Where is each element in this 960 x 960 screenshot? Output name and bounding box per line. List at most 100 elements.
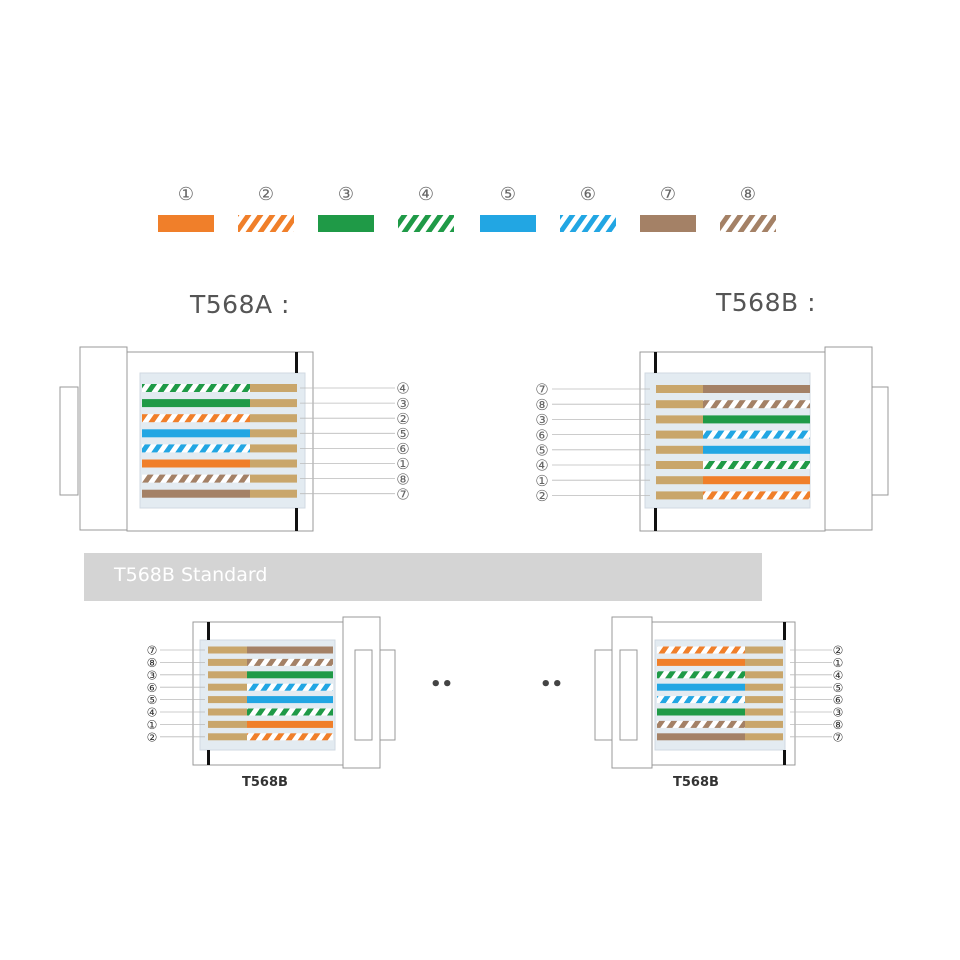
- top-b-inner-panel: [644, 372, 811, 509]
- bottom-right-contact: [745, 646, 783, 654]
- legend-swatch-5: [480, 215, 536, 232]
- legend-swatch-8: [720, 215, 776, 232]
- bottom-left-pin-label: ④: [147, 706, 158, 720]
- bottom-left-wire-8: [247, 658, 333, 666]
- bottom-right-contact: [745, 671, 783, 679]
- top-b-pin-label: ⑧: [535, 396, 548, 414]
- bottom-left-contact: [208, 646, 247, 654]
- bottom-left-contact: [208, 720, 247, 728]
- bottom-left-contact: [208, 671, 247, 679]
- bottom-left-housing-part: [354, 649, 373, 741]
- legend-swatch-4: [398, 215, 454, 232]
- bottom-right-latch-mark: [783, 622, 786, 640]
- bottom-left-latch-mark: [207, 622, 210, 640]
- bottom-left-wire-1: [247, 720, 333, 728]
- bottom-right-wire-3: [657, 708, 745, 716]
- top-a-pin-label: ④: [396, 380, 409, 398]
- top-a-housing-part: [79, 346, 128, 531]
- top-a-contact: [250, 444, 297, 453]
- bottom-left-wire-4: [247, 708, 333, 716]
- standard-banner: T568B Standard: [84, 553, 762, 601]
- legend-swatch-2: [238, 215, 294, 232]
- top-b-latch-mark: [654, 508, 657, 531]
- bottom-left-pin-label: ②: [147, 730, 158, 744]
- top-a-contact: [250, 399, 297, 408]
- top-a-wire-4: [142, 384, 250, 392]
- top-a-wire-6: [142, 444, 250, 453]
- bottom-right-contact: [745, 708, 783, 716]
- top-a-pin-label: ②: [396, 410, 409, 428]
- top-b-pin-label: ③: [535, 411, 548, 429]
- bottom-left-wire-5: [247, 696, 333, 704]
- top-a-pin-label: ①: [396, 455, 409, 473]
- top-b-pin-label: ⑦: [535, 381, 548, 399]
- legend-number-7: ⑦: [660, 184, 676, 205]
- bottom-left-inner-panel: [199, 639, 336, 751]
- top-b-pin-label: ⑥: [535, 426, 548, 444]
- top-b-latch-mark: [654, 352, 657, 373]
- top-b-contact: [656, 430, 703, 439]
- top-b-contact: [656, 491, 703, 500]
- bottom-left-contact: [208, 683, 247, 691]
- bottom-left-pin-label: ③: [147, 668, 158, 682]
- top-a-wire-1: [142, 459, 250, 468]
- top-b-contact: [656, 385, 703, 393]
- bottom-right-connector: [594, 616, 832, 769]
- top-a-wire-8: [142, 474, 250, 483]
- top-b-pin-label: ⑤: [535, 442, 548, 460]
- bottom-left-wire-6: [247, 683, 333, 691]
- legend-number-8: ⑧: [740, 184, 756, 205]
- top-a-inner-panel: [139, 372, 306, 509]
- bottom-right-contact: [745, 683, 783, 691]
- bottom-right-wire-6: [657, 696, 745, 704]
- top-b-wire-1: [703, 476, 810, 485]
- legend-swatch-6: [560, 215, 616, 232]
- top-b-wire-6: [703, 430, 810, 439]
- bottom-left-pin-label: ⑥: [147, 681, 158, 695]
- bottom-right-pin-label: ①: [833, 656, 844, 670]
- top-b-housing-part: [824, 346, 873, 531]
- top-b-contact: [656, 445, 703, 454]
- legend-swatch-7: [640, 215, 696, 232]
- top-b-connector: [552, 346, 889, 532]
- top-a-latch-mark: [295, 508, 298, 531]
- top-a-pin-label: ⑧: [396, 470, 409, 488]
- bottom-right-pin-label: ③: [833, 706, 844, 720]
- top-a-contact: [250, 384, 297, 392]
- top-a-connector: [59, 346, 395, 532]
- bottom-right-contact: [745, 696, 783, 704]
- top-a-pin-label: ⑦: [396, 485, 409, 503]
- top-a-wire-2: [142, 414, 250, 423]
- top-a-contact: [250, 459, 297, 468]
- separator-dots-right: ••: [540, 674, 564, 695]
- bottom-left-contact: [208, 708, 247, 716]
- legend-number-2: ②: [258, 184, 274, 205]
- top-a-pin-label: ⑤: [396, 425, 409, 443]
- top-b-pin-label: ②: [535, 487, 548, 505]
- bottom-right-pin-label: ⑤: [833, 681, 844, 695]
- t568b-title: T568B :: [716, 288, 817, 317]
- top-a-pin-label: ⑥: [396, 440, 409, 458]
- legend-swatch-1: [158, 215, 214, 232]
- top-b-housing-part: [869, 386, 889, 496]
- bottom-left-connector: [160, 616, 396, 769]
- bottom-right-label: T568B: [673, 775, 719, 790]
- separator-dots-left: ••: [430, 674, 454, 695]
- bottom-right-pin-label: ⑥: [833, 693, 844, 707]
- top-a-contact: [250, 414, 297, 423]
- bottom-right-pin-label: ⑦: [833, 730, 844, 744]
- bottom-right-wire-1: [657, 658, 745, 666]
- top-b-wire-7: [703, 385, 810, 393]
- top-b-wire-3: [703, 415, 810, 424]
- legend-number-5: ⑤: [500, 184, 516, 205]
- top-b-contact: [656, 476, 703, 485]
- bottom-left-pin-label: ⑦: [147, 644, 158, 658]
- bottom-left-wire-3: [247, 671, 333, 679]
- bottom-right-wire-4: [657, 671, 745, 679]
- top-b-contact: [656, 415, 703, 424]
- bottom-right-pin-label: ④: [833, 668, 844, 682]
- bottom-left-contact: [208, 696, 247, 704]
- top-b-wire-2: [703, 491, 810, 500]
- legend-number-6: ⑥: [580, 184, 596, 205]
- t568a-title: T568A :: [190, 290, 290, 319]
